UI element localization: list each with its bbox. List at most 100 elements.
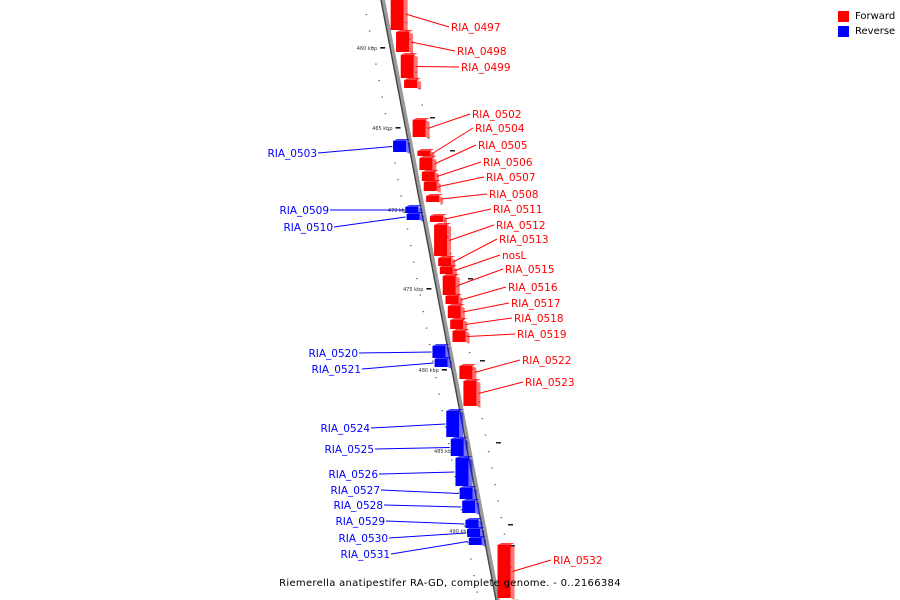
ria-0525-feature — [450, 437, 468, 458]
minor-tick — [381, 96, 383, 98]
major-tick-mark — [395, 127, 401, 129]
minor-tick — [413, 261, 415, 263]
major-ticks: 460 kbp 465 kbp 470 kbp 475 kbp 480 kbp 485 k… — [357, 46, 515, 547]
ria-0511-label: RIA_0511 — [493, 204, 543, 216]
ria-0507-feature — [423, 180, 441, 193]
ria-0517-label: RIA_0517 — [511, 298, 561, 310]
ria-0498-leader — [410, 41, 456, 52]
minor-tick — [403, 212, 406, 214]
ria-0508-feature — [426, 194, 444, 204]
minor-tick — [387, 129, 390, 131]
ria-0518-label: RIA_0518 — [514, 313, 564, 325]
major-tick-mark — [496, 442, 501, 444]
major-tick-mark — [430, 117, 435, 119]
ria-0530-label: RIA_0530 — [338, 533, 388, 545]
ria-0504-label: RIA_0504 — [475, 123, 525, 135]
ria-0523-label: RIA_0523 — [525, 377, 575, 389]
minor-tick — [365, 14, 368, 16]
ria-0515-label: RIA_0515 — [505, 264, 555, 276]
ria-0502-feature — [412, 118, 430, 139]
major-tick-mark — [426, 288, 432, 290]
major-tick-mark — [441, 369, 447, 371]
ria-0499-leader — [415, 66, 460, 68]
ria-0503-label: RIA_0503 — [267, 148, 317, 160]
minor-tick — [409, 245, 412, 247]
ria-0527-feature — [459, 486, 477, 501]
ria-0506-label: RIA_0506 — [483, 157, 533, 169]
ria-0519-leader — [467, 333, 516, 337]
ria-0520-feature — [432, 344, 450, 360]
minor-tick — [451, 459, 453, 461]
gene-labels: RIA_0497 RIA_0498 RIA_0499 RIA_0502 RIA_0504… — [267, 22, 602, 567]
axis-shadow — [381, 0, 500, 600]
ria-0497-label: RIA_0497 — [451, 22, 501, 34]
ria-0519-feature — [452, 329, 470, 344]
ria-0503-leader — [317, 146, 393, 154]
ria-0503-feature — [393, 139, 411, 154]
minor-tick — [397, 179, 399, 181]
ria-0499-label: RIA_0499 — [461, 62, 511, 74]
ria-0531-feature — [468, 536, 486, 547]
ria-0509-label: RIA_0509 — [279, 205, 329, 217]
nosl-leader — [454, 254, 501, 271]
minor-tick — [394, 162, 396, 164]
ria-0518-leader — [465, 317, 513, 325]
ria-0518-feature — [450, 318, 468, 331]
minor-tick — [421, 104, 423, 106]
legend-forward: Forward — [838, 9, 895, 24]
ria-0498-label: RIA_0498 — [457, 46, 507, 58]
ria-0530-leader — [388, 532, 467, 539]
legend: Forward Reverse — [838, 9, 895, 39]
genome-caption: Riemerella anatipestifer RA-GD, complete… — [279, 578, 621, 589]
major-tick-mark — [468, 278, 473, 280]
nosl-label: nosL — [502, 250, 527, 262]
major-tick-mark — [480, 360, 485, 362]
minor-tick — [368, 30, 371, 32]
ria-0512-leader — [448, 224, 495, 241]
ria-0532-label: RIA_0532 — [553, 555, 603, 567]
tick-label: 465 kbp — [372, 126, 392, 132]
ria-0510-label: RIA_0510 — [283, 222, 333, 234]
ria-0523-leader — [478, 381, 524, 394]
reverse-swatch — [838, 26, 849, 37]
ria-0528-feature — [462, 499, 480, 515]
minor-tick — [441, 410, 444, 412]
legend-reverse: Reverse — [838, 24, 895, 39]
minor-tick — [425, 327, 428, 329]
ria-0529-leader — [385, 520, 465, 525]
label-leaders — [317, 13, 552, 572]
ria-0510-feature — [406, 212, 424, 222]
minor-tick — [494, 484, 496, 486]
ria-0512-label: RIA_0512 — [496, 220, 546, 232]
ria-0497-leader — [405, 13, 450, 28]
ria-0498-feature — [396, 30, 414, 54]
ria-0508-leader — [441, 193, 488, 200]
tick-label: 490 kbp — [449, 529, 469, 535]
minor-tick — [432, 360, 434, 362]
ria-0505-leader — [434, 144, 477, 165]
ria-0513-label: RIA_0513 — [499, 234, 549, 246]
ria-0526-label: RIA_0526 — [328, 469, 378, 481]
ria-0517-feature — [447, 304, 465, 320]
minor-tick — [372, 47, 374, 49]
ria-0511-feature — [429, 214, 447, 224]
minor-tick — [454, 476, 456, 478]
tick-label: 470 kbp — [388, 208, 408, 214]
ria-0506-leader — [436, 161, 482, 177]
unlabeled-forward-feature — [404, 78, 422, 90]
tick-label: 480 kbp — [419, 368, 439, 374]
forward-swatch — [838, 11, 849, 22]
ria-0527-label: RIA_0527 — [330, 485, 380, 497]
major-tick-mark — [450, 150, 455, 152]
ria-0510-leader — [333, 216, 406, 228]
ria-0526-leader — [378, 471, 455, 475]
ria-0528-label: RIA_0528 — [333, 500, 383, 512]
ria-0523-feature — [463, 379, 481, 408]
ria-0525-label: RIA_0525 — [324, 444, 374, 456]
minor-tick — [470, 558, 472, 560]
gene-features — [390, 0, 515, 600]
ria-0527-leader — [380, 489, 459, 494]
minor-tick — [481, 418, 484, 420]
ria-0515-feature — [442, 274, 460, 297]
genome-axis — [380, 0, 500, 600]
